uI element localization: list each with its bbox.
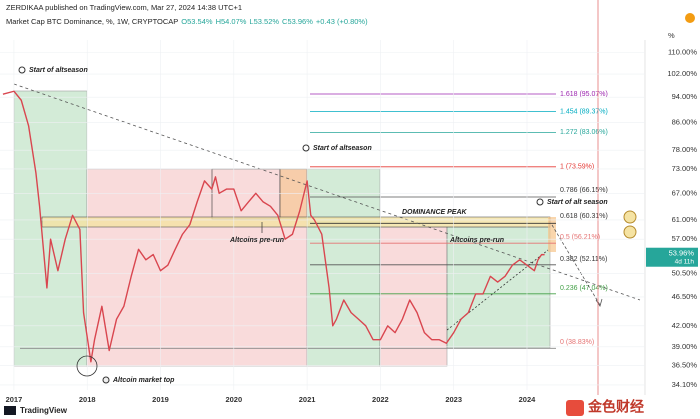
arrow-head <box>595 298 603 307</box>
fib-label: 0 (38.83%) <box>560 339 594 346</box>
logo <box>4 406 16 415</box>
fib-label: 0.382 (52.11%) <box>560 256 607 263</box>
fib-label: 0.236 (47.04%) <box>560 285 608 292</box>
data-line <box>2 90 545 363</box>
low: L53.52% <box>249 17 279 26</box>
fib-label: 1.454 (89.37%) <box>560 108 608 115</box>
icon <box>623 210 637 224</box>
low-marker <box>76 355 98 377</box>
change: +0.43 (+0.80%) <box>316 17 368 26</box>
fib-label: 1.618 (95.07%) <box>560 91 608 98</box>
fib-label: 0.786 (66.15%) <box>560 187 608 194</box>
y-tick-label: 102.00% <box>667 69 697 78</box>
y-tick-label: 94.00% <box>672 92 698 101</box>
altseason-zone <box>446 226 551 349</box>
x-tick-label: 2019 <box>152 395 169 404</box>
annotation: Altcoins pre-run <box>229 237 284 244</box>
annotation: DOMINANCE PEAK <box>402 209 468 216</box>
watermark-logo <box>566 400 584 416</box>
annotation: Start of altseason <box>313 145 372 152</box>
price-tag-countdown: 4d 11h <box>675 258 695 265</box>
pre-run-zone <box>279 168 308 220</box>
x-tick-label: 2020 <box>225 395 242 404</box>
price-tag <box>646 247 698 267</box>
annotation: Start of alt season <box>547 199 608 206</box>
y-unit: % <box>668 31 675 40</box>
eye-icon <box>536 198 544 206</box>
y-tick-label: 39.00% <box>672 342 698 351</box>
fib-label: 1.272 (83.06%) <box>560 129 608 136</box>
y-tick-label: 46.50% <box>672 292 698 301</box>
symbol: Market Cap BTC Dominance, %, 1W, CRYPTOC… <box>6 17 178 26</box>
y-tick-label: 34.10% <box>672 380 698 389</box>
skull-icon <box>102 376 110 384</box>
y-tick-label: 73.00% <box>672 164 698 173</box>
icon <box>623 225 637 239</box>
bitcoin-season-zone <box>86 168 308 367</box>
symbol-info: Market Cap BTC Dominance, %, 1W, CRYPTOC… <box>6 17 368 26</box>
annotation: Altcoin market top <box>112 377 175 384</box>
y-tick-label: 36.50% <box>672 361 698 370</box>
price-tag-label: 53.96% <box>669 249 695 258</box>
annotation: Altcoins pre-run <box>449 237 504 244</box>
grid <box>0 40 645 390</box>
watermark: 金色财经 <box>587 399 644 415</box>
projection-line <box>551 224 601 306</box>
y-tick-label: 42.00% <box>672 321 698 330</box>
high: H54.07% <box>216 17 247 26</box>
x-tick-label: 2023 <box>445 395 462 404</box>
fib-levels: 1.618 (95.07%) 1.454 (89.37%) 1.272 (83.… <box>20 91 608 349</box>
pre-run-zone <box>548 217 556 252</box>
x-tick-label: 2018 <box>79 395 96 404</box>
y-tick-label: 61.00% <box>672 215 698 224</box>
eye-icon <box>18 66 26 74</box>
x-tick-label: 2017 <box>6 395 23 404</box>
brand: TradingView <box>20 406 68 415</box>
publisher: ZERDIKAA published on TradingView.com, M… <box>6 3 242 12</box>
fib-label: 0.618 (60.31%) <box>560 213 608 220</box>
open: O53.54% <box>181 17 213 26</box>
y-tick-label: 86.00% <box>672 117 698 126</box>
trend-line <box>13 83 641 301</box>
annotation: Start of altseason <box>29 67 88 74</box>
eye-icon <box>302 144 310 152</box>
header: ZERDIKAA published on TradingView.com, M… <box>6 3 368 26</box>
fib-label: 0.5 (56.21%) <box>560 234 600 241</box>
fib-label: 1 (73.59%) <box>560 164 594 171</box>
annotations: Start of altseason Start of altseason St… <box>18 66 608 384</box>
settings-icon[interactable] <box>685 13 695 23</box>
close: C53.96% <box>282 17 313 26</box>
series <box>2 90 545 363</box>
altseason-zone <box>13 90 88 367</box>
y-tick-label: 57.00% <box>672 234 698 243</box>
x-tick-label: 2024 <box>519 395 537 404</box>
bitcoin-season-zone <box>379 226 448 367</box>
y-tick-label: 110.00% <box>668 48 697 57</box>
altseason-zone <box>306 168 381 367</box>
y-tick-label: 78.00% <box>672 145 698 154</box>
x-tick-label: 2021 <box>299 395 316 404</box>
y-tick-label: 50.50% <box>672 269 698 278</box>
y-tick-label: 67.00% <box>672 188 698 197</box>
x-tick-label: 2022 <box>372 395 389 404</box>
